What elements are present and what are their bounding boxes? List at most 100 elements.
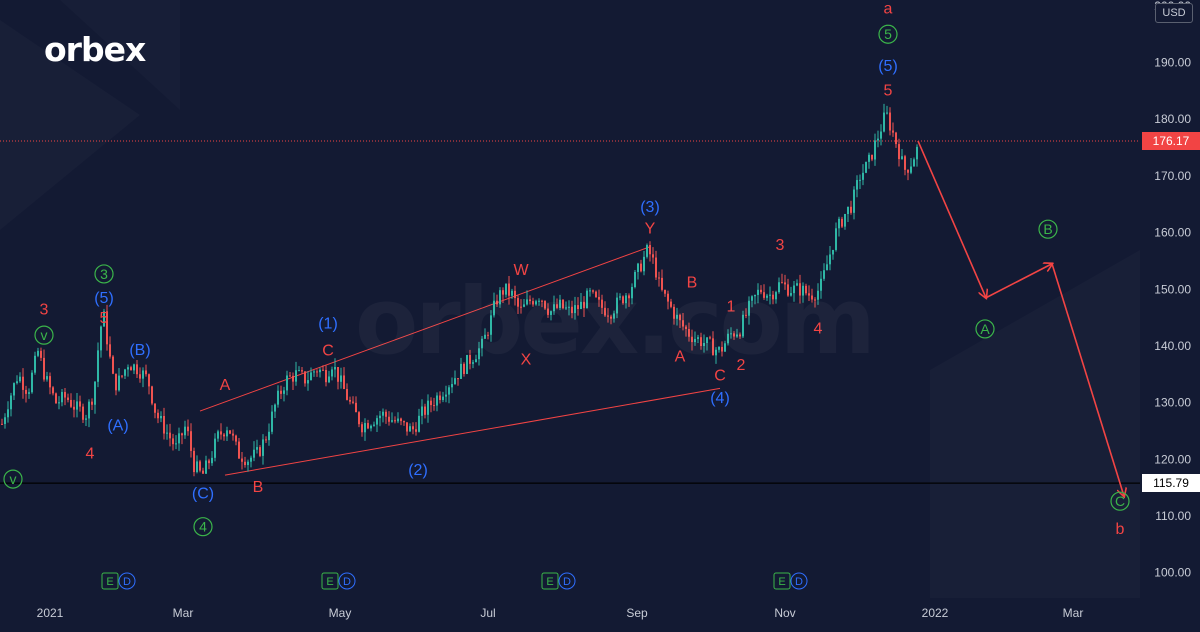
candle-body [721,346,723,352]
candle-body [457,378,459,380]
candle-body [730,333,732,335]
candle-body [586,290,588,309]
candle-body [82,406,84,420]
dividend-marker[interactable] [338,572,356,590]
candle-body [166,432,168,434]
candle-body [76,401,78,410]
candle-body [151,386,153,404]
earnings-marker-label: E [546,576,553,588]
candle-body [37,350,39,356]
wave-label: A [675,349,686,366]
candle-body [430,400,432,406]
candle-body [535,301,537,305]
y-tick-label: 170.00 [1154,169,1191,183]
candle-body [190,431,192,451]
candle-body [424,406,426,415]
candle-body [154,403,156,413]
candle-body [292,375,294,382]
forecast-arrow[interactable] [985,264,1052,299]
dividend-marker[interactable] [118,572,136,590]
candle-body [178,433,180,444]
wave-label-text: (5) [878,58,898,75]
wave-label: v [3,469,23,489]
dividend-marker[interactable] [790,572,808,590]
candle-body [583,301,585,309]
candle-body [235,435,237,442]
time-scale[interactable] [0,598,1140,627]
candle-body [244,461,246,466]
candle-body [289,375,291,377]
earnings-marker-label: E [326,576,333,588]
wave-label-text: (1) [318,315,338,332]
candle-body [157,412,159,419]
wave-label: 4 [86,446,95,463]
candle-body [568,306,570,308]
candle-body [352,401,354,403]
forecast-arrow[interactable] [1051,263,1124,496]
wave-label-text: A [980,321,990,337]
candle-body [259,447,261,456]
forecast-arrow[interactable] [917,140,986,298]
currency-selector[interactable]: USD [1155,3,1193,23]
candle-body [832,249,834,255]
wave-label-circle [1110,491,1130,511]
candle-body [673,306,675,319]
candle-body [379,415,381,419]
candle-body [610,316,612,319]
wave-label-text: C [1115,493,1125,509]
candle-body [559,299,561,308]
candle-body [22,376,24,390]
wave-label-text: 3 [776,237,785,254]
trendline[interactable] [224,387,721,476]
candle-body [790,293,792,296]
candle-body [100,326,102,351]
candle-body [631,286,633,299]
candle-body [121,375,123,377]
earnings-marker[interactable] [773,572,791,590]
wave-label-text: A [220,377,231,394]
candle-body [553,304,555,312]
candle-body [199,461,201,471]
candle-body [556,304,558,308]
earnings-marker[interactable] [321,572,339,590]
candle-body [391,420,393,422]
candle-body [433,405,435,407]
candle-body [427,400,429,415]
candle-body [490,315,492,335]
candle-body [67,397,69,400]
price-scale[interactable] [1140,0,1200,627]
candle-body [607,315,609,317]
earnings-marker[interactable] [541,572,559,590]
candle-body [331,369,333,377]
candle-body [895,132,897,145]
candle-body [169,432,171,439]
candle-body [592,290,594,292]
candle-body [130,367,132,371]
candle-body [652,254,654,258]
wave-label-circle [1038,219,1058,239]
candle-body [343,375,345,390]
wave-label: A [220,377,231,394]
candle-body [448,387,450,395]
trendline[interactable] [199,246,651,412]
candle-body [316,371,318,373]
y-tick-label: 180.00 [1154,112,1191,126]
bg-shape [930,250,1140,627]
wave-label-text: a [884,1,893,18]
candle-body [517,298,519,307]
candle-body [826,264,828,271]
candle-body [868,154,870,162]
candle-body [112,356,114,374]
wave-label-text: X [521,352,532,369]
candle-body [223,434,225,437]
candle-body [862,172,864,180]
dividend-marker[interactable] [558,572,576,590]
y-tick-label: 120.00 [1154,452,1191,466]
earnings-marker[interactable] [101,572,119,590]
wave-label: v [34,325,54,345]
